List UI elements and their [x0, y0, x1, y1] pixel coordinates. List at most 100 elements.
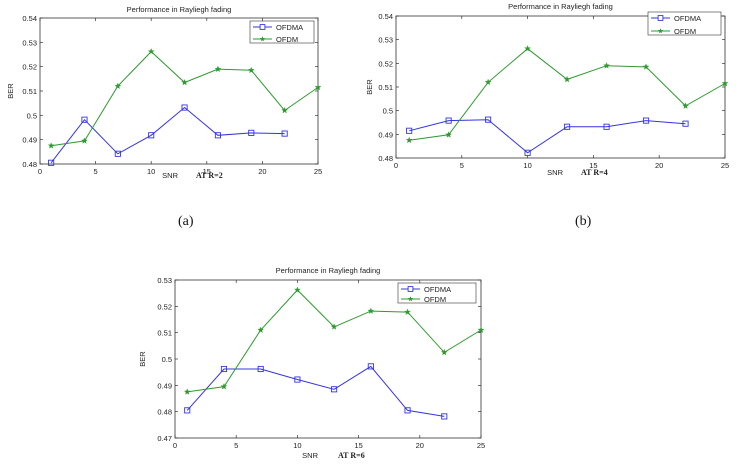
legend-label-ofdm: OFDM: [276, 35, 298, 44]
data-point-ofdm: [405, 136, 413, 144]
data-point-ofdma: [214, 132, 221, 139]
legend-marker-ofdm: [657, 28, 664, 34]
y-tick-label: 0.5: [383, 107, 393, 116]
data-point-ofdma: [294, 376, 301, 383]
x-tick-label: 20: [416, 441, 424, 450]
data-point-ofdma: [404, 407, 411, 414]
y-axis-label: BER: [138, 351, 147, 367]
legend-marker-ofdma: [407, 286, 414, 292]
y-tick-label: 0.5: [27, 111, 37, 120]
legend-marker-ofdm: [259, 36, 266, 42]
x-tick-label: 15: [354, 441, 362, 450]
y-tick-label: 0.53: [22, 38, 37, 47]
y-tick-label: 0.51: [22, 87, 37, 96]
legend-label-ofdma: OFDMA: [674, 14, 701, 23]
data-point-ofdm: [281, 106, 289, 114]
data-point-ofdma: [248, 129, 255, 136]
data-point-ofdm: [314, 83, 322, 91]
series-line-ofdma: [50, 106, 285, 164]
x-tick-label: 0: [394, 161, 398, 170]
x-axis-label: SNR: [302, 451, 318, 460]
y-tick-label: 0.47: [157, 434, 172, 443]
x-axis-label: SNR: [547, 168, 563, 177]
y-tick-label: 0.54: [378, 12, 393, 21]
legend-label-ofdm: OFDM: [674, 27, 696, 36]
data-point-ofdma: [367, 363, 374, 370]
data-point-ofdma: [642, 117, 650, 124]
data-point-ofdm: [47, 142, 55, 149]
y-tick-label: 0.49: [378, 130, 393, 139]
data-point-ofdma: [485, 116, 492, 123]
y-tick-label: 0.49: [22, 136, 37, 145]
data-point-ofdm: [220, 383, 228, 390]
data-point-ofdma: [81, 116, 88, 123]
x-annotation: AT R=4: [581, 168, 608, 177]
y-tick-label: 0.52: [22, 63, 37, 72]
data-point-ofdma: [406, 127, 413, 134]
legend: OFDMA OFDM: [249, 20, 315, 44]
data-point-ofdm: [114, 82, 122, 90]
legend-marker-ofdma: [657, 15, 664, 21]
data-point-ofdm: [524, 45, 532, 52]
y-tick-label: 0.49: [157, 381, 172, 390]
legend-marker-ofdma: [259, 24, 266, 30]
data-point-ofdma: [682, 120, 689, 127]
data-point-ofdm: [247, 66, 255, 74]
y-tick-label: 0.48: [22, 160, 37, 169]
x-tick-label: 20: [655, 161, 663, 170]
y-tick-label: 0.5: [162, 355, 172, 364]
legend-label-ofdma: OFDMA: [424, 285, 451, 294]
y-axis-label: BER: [365, 79, 374, 95]
y-tick-label: 0.53: [378, 36, 393, 45]
y-axis-label: BER: [6, 83, 15, 99]
x-tick-label: 10: [293, 441, 301, 450]
x-tick-label: 25: [314, 167, 322, 176]
x-tick-label: 25: [477, 441, 485, 450]
x-tick-label: 5: [234, 441, 238, 450]
legend-label-ofdma: OFDMA: [276, 23, 303, 32]
data-point-ofdm: [445, 131, 453, 138]
data-point-ofdma: [524, 149, 531, 156]
data-point-ofdma: [220, 365, 228, 373]
y-tick-label: 0.48: [157, 408, 172, 417]
x-tick-label: 5: [94, 167, 98, 176]
data-point-ofdma: [281, 130, 288, 137]
data-point-ofdma: [603, 123, 610, 130]
x-tick-label: 25: [721, 161, 729, 170]
series-line-ofdma: [186, 365, 445, 417]
x-tick-label: 0: [38, 167, 42, 176]
x-tick-label: 0: [173, 441, 177, 450]
data-point-ofdm: [183, 388, 191, 395]
y-tick-label: 0.54: [22, 14, 37, 23]
data-point-ofdma: [441, 413, 448, 420]
chart-title: Performance in Rayliegh fading: [127, 5, 232, 14]
x-tick-label: 15: [203, 167, 211, 176]
data-point-ofdm: [257, 326, 265, 333]
y-tick-label: 0.48: [378, 154, 393, 163]
data-point-ofdm: [81, 137, 88, 144]
data-point-ofdma: [148, 132, 155, 139]
chart-3: 0 5 10 15 20 25 0.47 0.48 0.49 0.5 0.51 0.52 0.53 Per…: [138, 266, 485, 460]
y-tick-label: 0.52: [378, 59, 393, 68]
plot-frame: [395, 15, 726, 159]
y-tick-label: 0.53: [157, 276, 172, 285]
data-point-ofdm: [367, 307, 375, 314]
y-tick-label: 0.52: [157, 302, 172, 311]
chart-title: Performance in Rayliegh fading: [276, 266, 381, 275]
x-tick-label: 20: [258, 167, 266, 176]
series-line-ofdma: [409, 119, 686, 154]
panel-label-a: (a): [178, 214, 194, 229]
data-point-ofdm: [293, 286, 301, 293]
legend: OFDMA OFDM: [647, 11, 722, 36]
y-tick-label: 0.51: [157, 329, 172, 338]
x-tick-label: 10: [147, 167, 155, 176]
x-annotation: AT R=2: [196, 171, 223, 180]
plot-frame: [174, 279, 482, 439]
data-point-ofdm: [181, 78, 188, 86]
chart-2: 0 5 10 15 20 25 0.48 0.49 0.5 0.51 0.52 0.53 0.54 Per…: [365, 2, 729, 177]
data-point-ofdma: [564, 123, 571, 130]
legend-marker-ofdm: [407, 296, 414, 302]
data-point-ofdm: [330, 323, 338, 330]
data-point-ofdm: [721, 79, 729, 87]
